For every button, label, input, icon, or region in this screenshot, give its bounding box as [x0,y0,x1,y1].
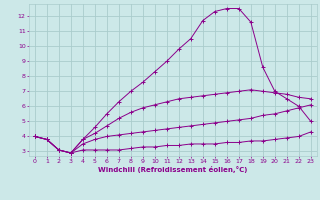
X-axis label: Windchill (Refroidissement éolien,°C): Windchill (Refroidissement éolien,°C) [98,166,247,173]
